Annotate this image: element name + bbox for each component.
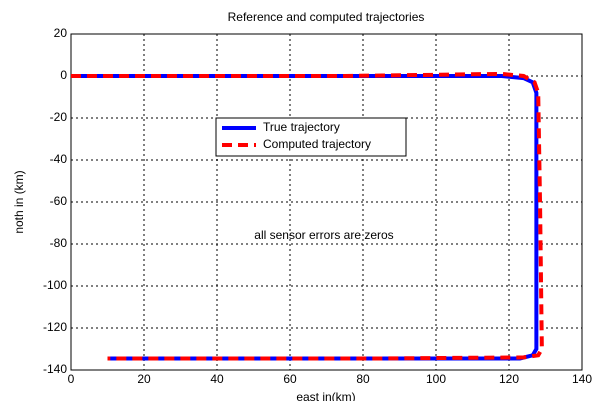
x-tick-label: 140 [572, 372, 592, 386]
y-tick-label: -140 [43, 362, 67, 376]
x-tick-label: 20 [137, 372, 151, 386]
y-tick-label: 0 [60, 68, 67, 82]
x-tick-label: 0 [68, 372, 75, 386]
y-tick-label: -80 [50, 236, 68, 250]
x-tick-label: 80 [356, 372, 370, 386]
y-tick-label: -120 [43, 320, 67, 334]
x-tick-label: 40 [210, 372, 224, 386]
annotation: all sensor errors are zeros [254, 228, 393, 242]
y-axis-label: noth in (km) [12, 170, 26, 233]
chart-title: Reference and computed trajectories [228, 10, 425, 24]
legend-label: True trajectory [263, 120, 340, 134]
legend-label: Computed trajectory [263, 137, 371, 151]
x-tick-label: 100 [426, 372, 446, 386]
x-axis-label: east in(km) [296, 390, 355, 401]
legend-box [215, 117, 407, 157]
series-line [71, 71, 544, 361]
plot-frame [70, 33, 583, 371]
y-tick-label: -20 [50, 110, 68, 124]
y-tick-label: 20 [54, 26, 68, 40]
y-tick-label: -40 [50, 152, 68, 166]
y-tick-label: -60 [50, 194, 68, 208]
x-tick-label: 60 [283, 372, 297, 386]
x-tick-label: 120 [499, 372, 519, 386]
y-tick-label: -100 [43, 278, 67, 292]
